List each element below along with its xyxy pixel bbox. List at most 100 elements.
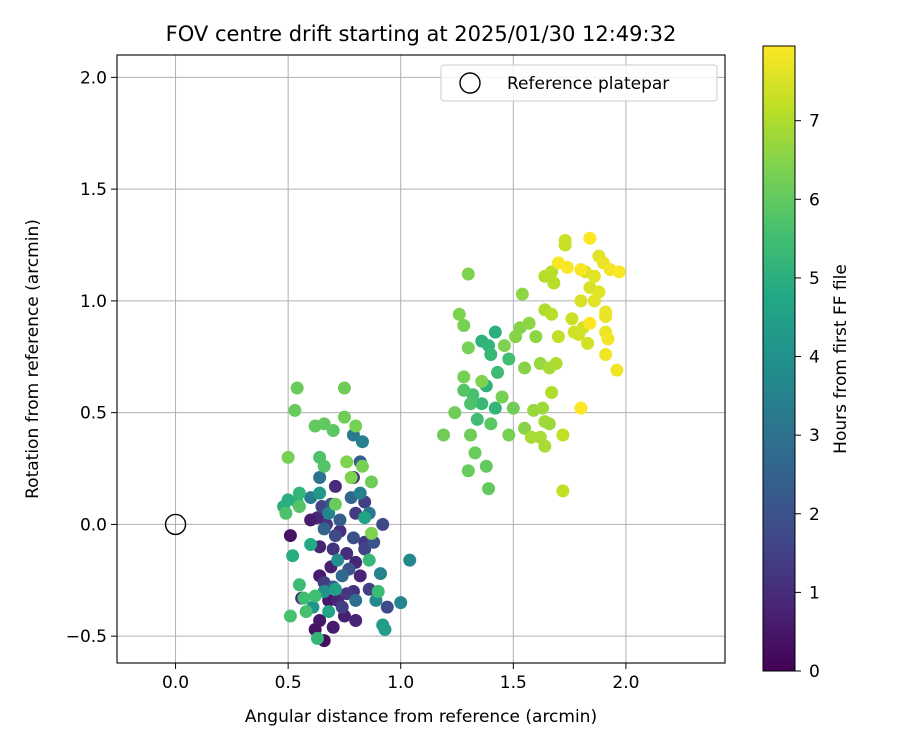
data-point [482, 482, 496, 496]
data-point [574, 401, 588, 415]
data-point [518, 421, 532, 435]
data-point [304, 513, 318, 527]
data-point [308, 419, 322, 433]
data-point [464, 428, 478, 442]
data-point [304, 538, 318, 552]
data-point [574, 294, 588, 308]
legend-entry-reference: Reference platepar [507, 74, 669, 94]
data-point [581, 336, 595, 350]
data-point [340, 455, 354, 469]
data-point [340, 587, 354, 601]
x-axis-label: Angular distance from reference (arcmin) [245, 707, 597, 727]
legend: Reference platepar [440, 64, 718, 102]
plot-frame [116, 54, 726, 664]
data-point [612, 265, 626, 279]
data-point [313, 614, 327, 628]
data-point [403, 553, 417, 567]
x-tick-label: 2.0 [612, 673, 639, 693]
data-point [547, 276, 561, 290]
chart-title: FOV centre drift starting at 2025/01/30 … [166, 22, 677, 46]
data-point [288, 403, 302, 417]
data-point [522, 316, 536, 330]
data-point [281, 450, 295, 464]
data-point [461, 341, 475, 355]
colorbar-tick-label: 7 [809, 112, 820, 132]
data-point [355, 435, 369, 449]
data-point [340, 546, 354, 560]
data-points [277, 231, 626, 648]
data-point [457, 383, 471, 397]
colorbar-ticks: 0 1 2 3 4 5 6 7 [795, 112, 820, 682]
data-point [556, 428, 570, 442]
data-point [484, 348, 498, 362]
data-point [502, 352, 516, 366]
data-point [558, 234, 572, 248]
data-point [587, 269, 601, 283]
data-point [538, 439, 552, 453]
y-tick-label: 1.5 [80, 180, 107, 200]
data-point [484, 417, 498, 431]
colorbar-tick-label: 6 [809, 190, 820, 210]
x-tick-label: 0.0 [162, 673, 189, 693]
data-point [452, 307, 466, 321]
data-point [599, 348, 613, 362]
data-point [317, 522, 331, 536]
data-point [502, 428, 516, 442]
data-point [346, 531, 360, 545]
data-point [358, 511, 372, 525]
data-point [394, 596, 408, 610]
data-point [468, 446, 482, 460]
data-point [583, 316, 597, 330]
data-point [506, 401, 520, 415]
x-tick-label: 1.5 [500, 673, 527, 693]
data-point [515, 287, 529, 301]
data-point [353, 486, 367, 500]
data-point [337, 381, 351, 395]
data-point [457, 318, 471, 332]
data-point [457, 370, 471, 384]
data-point [283, 529, 297, 543]
data-point [286, 549, 300, 563]
x-axis-ticks: 0.0 0.5 1.0 1.5 2.0 [162, 663, 639, 693]
colorbar-tick-label: 5 [809, 269, 820, 289]
data-point [326, 424, 340, 438]
data-point [488, 401, 502, 415]
data-point [464, 397, 478, 411]
data-point [495, 390, 509, 404]
data-point [601, 332, 615, 346]
data-point [349, 419, 363, 433]
data-point [378, 622, 392, 636]
data-point [364, 526, 378, 540]
y-tick-label: 2.0 [80, 68, 107, 88]
data-point [349, 593, 363, 607]
data-point [281, 493, 295, 507]
data-point [326, 620, 340, 634]
y-tick-label: 0.5 [80, 404, 107, 424]
data-point [364, 475, 378, 489]
data-point [297, 591, 311, 605]
data-point [542, 361, 556, 375]
x-tick-label: 0.5 [275, 673, 302, 693]
data-point [542, 417, 556, 431]
data-point [313, 470, 327, 484]
data-point [545, 265, 559, 279]
data-point [328, 529, 342, 543]
colorbar: 0 1 2 3 4 5 6 7 Hours from first FF file [762, 45, 851, 682]
data-point [358, 542, 372, 556]
colorbar-tick-label: 0 [809, 662, 820, 682]
y-tick-label: 1.0 [80, 292, 107, 312]
y-tick-label: −0.5 [66, 627, 107, 647]
data-point [328, 582, 342, 596]
data-point [497, 339, 511, 353]
data-point [545, 307, 559, 321]
data-point [475, 397, 489, 411]
data-point [328, 497, 342, 511]
data-point [292, 486, 306, 500]
data-point [461, 267, 475, 281]
data-point [328, 479, 342, 493]
data-point [322, 506, 336, 520]
data-point [355, 459, 369, 473]
colorbar-label: Hours from first FF file [831, 264, 851, 454]
data-point [333, 513, 347, 527]
